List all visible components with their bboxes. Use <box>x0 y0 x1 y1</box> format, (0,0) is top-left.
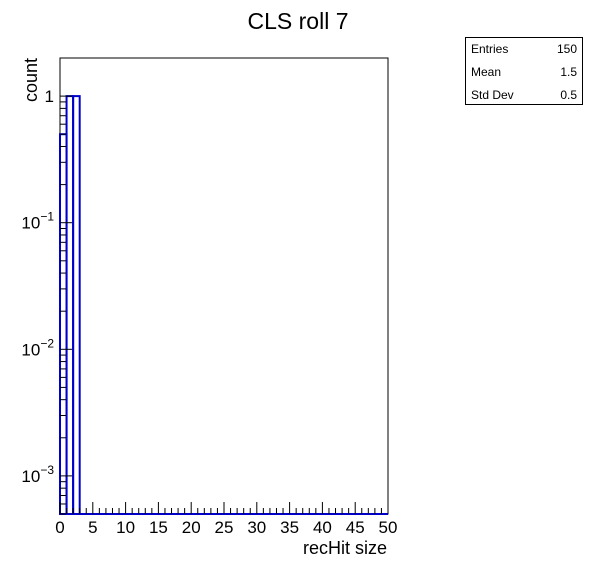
stats-mean-row: Mean 1.5 <box>471 62 577 82</box>
y-tick-label: 10−2 <box>21 336 54 359</box>
stats-std-row: Std Dev 0.5 <box>471 85 577 105</box>
y-tick-label: 10−3 <box>21 463 54 486</box>
stats-entries-row: Entries 150 <box>471 39 577 59</box>
plot-area: 0 5 10 15 20 25 30 35 40 45 50 10−3 10−2 10−1 1 <box>21 58 397 537</box>
x-axis-label: recHit size <box>303 538 387 558</box>
x-tick-label: 0 <box>55 518 64 537</box>
stats-mean-value: 1.5 <box>560 62 577 82</box>
stats-std-value: 0.5 <box>560 85 577 105</box>
x-tick-label: 5 <box>88 518 97 537</box>
histogram-bar-2 <box>73 96 80 514</box>
x-tick-label: 45 <box>346 518 365 537</box>
y-tick-label: 10−1 <box>21 210 54 233</box>
x-tick-label: 10 <box>116 518 135 537</box>
chart-title: CLS roll 7 <box>248 8 349 34</box>
y-tick-label: 1 <box>45 87 54 106</box>
y-axis-label: count <box>21 58 41 102</box>
stats-mean-label: Mean <box>471 62 501 82</box>
stats-entries-value: 150 <box>557 39 577 59</box>
x-tick-label: 35 <box>280 518 299 537</box>
x-tick-label: 15 <box>149 518 168 537</box>
stats-std-label: Std Dev <box>471 85 514 105</box>
x-tick-label: 20 <box>182 518 201 537</box>
x-tick-label: 50 <box>379 518 398 537</box>
x-tick-label: 30 <box>247 518 266 537</box>
stats-box: Entries 150 Mean 1.5 Std Dev 0.5 <box>465 37 583 105</box>
x-tick-label: 40 <box>313 518 332 537</box>
stats-entries-label: Entries <box>471 39 508 59</box>
x-tick-label: 25 <box>215 518 234 537</box>
plot-frame <box>60 58 388 514</box>
